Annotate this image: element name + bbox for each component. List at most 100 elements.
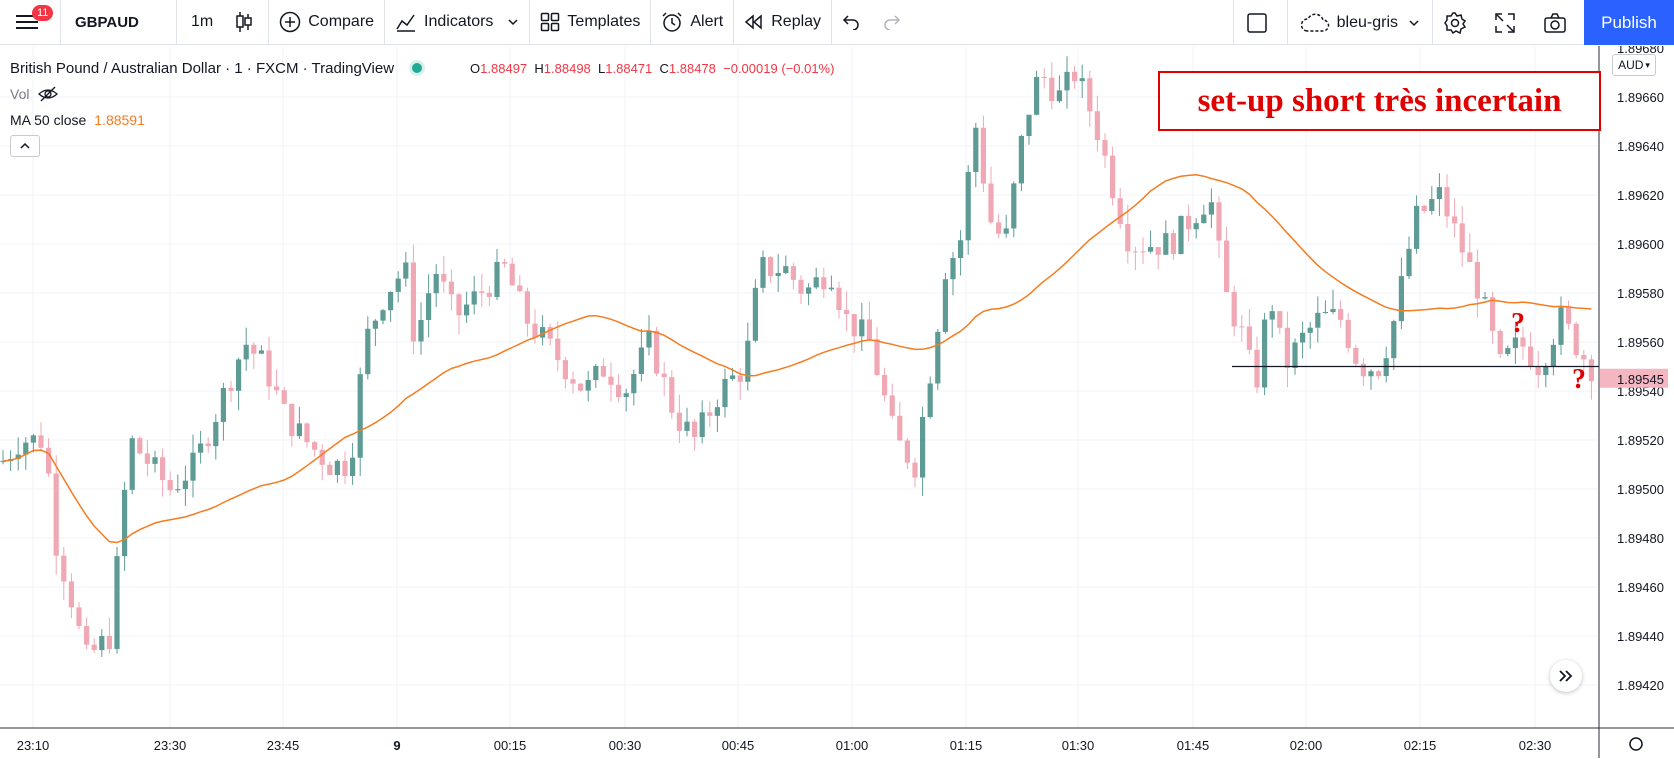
menu-icon bbox=[15, 15, 38, 29]
candle bbox=[524, 287, 530, 337]
camera-icon bbox=[1544, 12, 1566, 33]
candle bbox=[327, 461, 333, 476]
candle bbox=[661, 362, 667, 397]
candle bbox=[768, 256, 774, 283]
candle bbox=[676, 394, 682, 444]
currency-select[interactable]: AUD ▾ bbox=[1612, 54, 1656, 76]
candle bbox=[15, 437, 21, 471]
axis-settings-icon[interactable] bbox=[1629, 737, 1643, 751]
candle bbox=[821, 267, 827, 299]
right-toolbar: bleu-gris bbox=[1232, 0, 1584, 45]
candle bbox=[547, 323, 553, 346]
candle bbox=[692, 419, 698, 451]
candle bbox=[426, 274, 432, 338]
legend-symbol-row: British Pound / Australian Dollar · 1 · … bbox=[10, 55, 834, 81]
candle bbox=[1018, 134, 1024, 192]
candle bbox=[1254, 336, 1260, 394]
scroll-to-realtime-button[interactable] bbox=[1550, 660, 1582, 692]
alert-button[interactable]: Alert bbox=[651, 0, 733, 45]
candle bbox=[714, 399, 720, 433]
candle bbox=[137, 436, 143, 455]
eye-hidden-icon[interactable] bbox=[37, 85, 59, 103]
candle bbox=[281, 386, 287, 405]
publish-button[interactable]: Publish bbox=[1584, 0, 1674, 45]
x-tick-label: 23:10 bbox=[17, 738, 50, 753]
candle bbox=[1474, 249, 1480, 318]
price-chart[interactable]: 1.89680 1.89660 1.89640 1.89620 1.89600 1.895… bbox=[0, 46, 1674, 759]
series-title[interactable]: British Pound / Australian Dollar · 1 · … bbox=[10, 59, 395, 77]
candle bbox=[319, 443, 325, 481]
candle bbox=[844, 291, 850, 332]
candle bbox=[228, 380, 234, 403]
candle bbox=[1155, 246, 1161, 270]
candle bbox=[600, 358, 606, 378]
candle bbox=[251, 342, 257, 370]
candle bbox=[1262, 312, 1268, 396]
candle bbox=[775, 253, 781, 292]
symbol-search-button[interactable]: GBPAUD bbox=[75, 13, 139, 31]
ma-50-line bbox=[2, 174, 1592, 544]
candle bbox=[1178, 215, 1184, 255]
candle bbox=[1277, 311, 1283, 334]
y-tick-label: 1.89480 bbox=[1617, 531, 1664, 546]
candle bbox=[1528, 332, 1534, 371]
settings-button[interactable] bbox=[1433, 0, 1484, 45]
candle bbox=[1330, 289, 1336, 315]
candle bbox=[220, 382, 226, 441]
candle bbox=[570, 371, 576, 394]
x-tick-label: 02:00 bbox=[1290, 738, 1323, 753]
candle bbox=[258, 345, 264, 355]
candle bbox=[965, 164, 971, 255]
candle bbox=[243, 327, 249, 371]
candle bbox=[722, 368, 728, 418]
candle bbox=[99, 629, 105, 657]
candle bbox=[274, 369, 280, 395]
y-tick-label: 1.89660 bbox=[1617, 90, 1664, 105]
ma-label[interactable]: MA 50 close bbox=[10, 112, 87, 128]
candle bbox=[46, 438, 52, 477]
candle bbox=[1163, 220, 1169, 255]
candle bbox=[1383, 346, 1389, 383]
ma-value: 1.88591 bbox=[94, 112, 145, 128]
chart-type-button[interactable] bbox=[227, 0, 268, 45]
interval-button[interactable]: 1m bbox=[191, 13, 214, 30]
candle bbox=[1512, 321, 1518, 364]
layout-select-button[interactable] bbox=[1234, 0, 1287, 45]
snapshot-button[interactable] bbox=[1533, 0, 1584, 45]
replay-button[interactable]: Replay bbox=[734, 0, 831, 45]
templates-button[interactable]: Templates bbox=[530, 0, 650, 45]
undo-button[interactable] bbox=[832, 0, 875, 45]
top-toolbar: 11 GBPAUD 1m Compare Indicators Template… bbox=[0, 0, 1674, 45]
main-menu-button[interactable]: 11 bbox=[0, 0, 60, 45]
chevron-down-icon: ▾ bbox=[1645, 59, 1650, 70]
layout-name-button[interactable]: bleu-gris bbox=[1288, 0, 1432, 45]
redo-button[interactable] bbox=[875, 0, 918, 45]
annotation-text-box[interactable]: set-up short très incertain bbox=[1158, 71, 1601, 131]
candle bbox=[654, 326, 660, 377]
candle bbox=[1467, 233, 1473, 263]
candle bbox=[631, 369, 637, 406]
candle bbox=[1003, 214, 1009, 238]
ohlc-values: O1.88497 H1.88498 L1.88471 C1.88478 −0.0… bbox=[470, 60, 835, 76]
candle bbox=[707, 401, 713, 427]
candle bbox=[927, 376, 933, 419]
candle bbox=[1573, 321, 1579, 359]
candle bbox=[509, 257, 515, 286]
question-mark-2[interactable]: ? bbox=[1572, 364, 1586, 395]
candle bbox=[828, 275, 834, 292]
indicators-button[interactable]: Indicators bbox=[385, 0, 529, 45]
candle bbox=[790, 263, 796, 290]
candle bbox=[365, 316, 371, 380]
candle bbox=[68, 573, 74, 619]
collapse-legend-button[interactable] bbox=[10, 135, 40, 157]
volume-label[interactable]: Vol bbox=[10, 86, 30, 102]
candle bbox=[198, 430, 204, 464]
candle bbox=[1444, 174, 1450, 228]
candle bbox=[1550, 338, 1556, 376]
question-mark-1[interactable]: ? bbox=[1511, 308, 1525, 339]
compare-button[interactable]: Compare bbox=[269, 0, 384, 45]
candle bbox=[471, 275, 477, 315]
candle bbox=[1414, 195, 1420, 254]
fullscreen-button[interactable] bbox=[1484, 0, 1533, 45]
candle bbox=[1170, 229, 1176, 260]
